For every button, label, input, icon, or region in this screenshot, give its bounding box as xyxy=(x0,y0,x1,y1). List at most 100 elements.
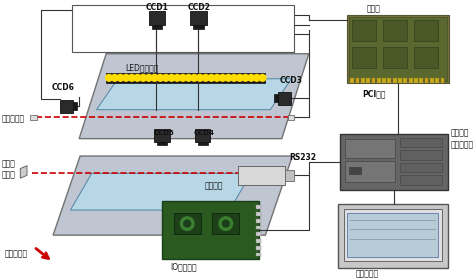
Circle shape xyxy=(111,74,118,81)
Bar xyxy=(414,78,418,83)
Bar xyxy=(350,78,354,83)
Circle shape xyxy=(123,74,129,81)
Text: PCI总线: PCI总线 xyxy=(362,89,385,98)
Bar xyxy=(152,25,162,29)
Circle shape xyxy=(208,74,215,81)
Circle shape xyxy=(128,74,135,81)
Bar xyxy=(414,20,438,41)
Bar xyxy=(356,78,359,83)
Bar xyxy=(382,78,386,83)
Circle shape xyxy=(180,74,186,81)
Circle shape xyxy=(163,74,169,81)
Circle shape xyxy=(231,74,237,81)
Bar xyxy=(195,129,210,142)
Bar xyxy=(366,78,370,83)
Circle shape xyxy=(259,74,266,81)
Bar xyxy=(256,232,261,236)
Bar xyxy=(256,239,261,243)
Bar xyxy=(256,246,261,250)
Text: 采集卡: 采集卡 xyxy=(367,4,381,13)
Bar xyxy=(352,20,376,41)
Bar xyxy=(414,47,438,68)
Bar xyxy=(409,78,412,83)
Bar xyxy=(173,213,201,234)
Bar xyxy=(73,6,294,52)
Bar xyxy=(274,94,278,102)
Bar xyxy=(73,102,77,110)
Circle shape xyxy=(191,74,198,81)
Text: RS232: RS232 xyxy=(290,153,317,162)
Text: CCD4: CCD4 xyxy=(194,130,215,136)
Bar xyxy=(400,138,442,147)
Bar xyxy=(377,78,381,83)
Bar xyxy=(435,78,439,83)
Bar xyxy=(387,78,392,83)
Text: 光纤传感器: 光纤传感器 xyxy=(2,114,25,123)
Circle shape xyxy=(185,74,192,81)
Bar xyxy=(425,78,428,83)
Circle shape xyxy=(106,74,112,81)
Text: 触摸液晶屏: 触摸液晶屏 xyxy=(355,270,378,279)
Bar xyxy=(278,92,292,105)
Text: 高速工业
控制计算机: 高速工业 控制计算机 xyxy=(451,129,474,149)
Bar xyxy=(345,161,395,182)
Bar xyxy=(190,11,207,25)
Polygon shape xyxy=(79,54,309,139)
Bar xyxy=(349,167,361,174)
Circle shape xyxy=(254,74,260,81)
Text: 反射式
光电板: 反射式 光电板 xyxy=(2,159,16,179)
Bar xyxy=(398,78,402,83)
Text: CCD5: CCD5 xyxy=(154,130,174,136)
Bar xyxy=(400,175,442,185)
Circle shape xyxy=(242,74,249,81)
Bar xyxy=(285,169,294,181)
Bar xyxy=(193,25,204,29)
Bar xyxy=(349,17,447,81)
Bar xyxy=(440,78,445,83)
Circle shape xyxy=(197,74,203,81)
Bar xyxy=(106,73,265,83)
Bar xyxy=(162,201,259,259)
Circle shape xyxy=(168,74,175,81)
Bar xyxy=(212,213,239,234)
Circle shape xyxy=(174,74,181,81)
Bar xyxy=(340,134,448,190)
Bar xyxy=(383,47,407,68)
Bar xyxy=(238,166,285,185)
Circle shape xyxy=(140,74,146,81)
Bar xyxy=(288,115,294,120)
Bar xyxy=(400,150,442,160)
Bar xyxy=(256,219,261,223)
Bar xyxy=(383,20,407,41)
Bar xyxy=(256,205,261,209)
Bar xyxy=(345,139,395,158)
Bar xyxy=(361,78,365,83)
Bar xyxy=(256,212,261,216)
Circle shape xyxy=(181,217,194,230)
Circle shape xyxy=(117,74,124,81)
Text: LED照明装置: LED照明装置 xyxy=(126,63,159,72)
Circle shape xyxy=(134,74,141,81)
Text: CCD3: CCD3 xyxy=(280,76,303,85)
Bar xyxy=(372,78,375,83)
Bar xyxy=(256,253,261,256)
Bar xyxy=(393,78,397,83)
Bar xyxy=(155,129,170,142)
Bar xyxy=(347,213,438,257)
Circle shape xyxy=(214,74,220,81)
Polygon shape xyxy=(97,79,292,110)
Bar xyxy=(430,78,434,83)
Bar xyxy=(352,47,376,68)
Text: 剪除装置: 剪除装置 xyxy=(205,182,223,191)
Circle shape xyxy=(219,217,233,230)
Bar xyxy=(419,78,423,83)
Text: 烟条输送带: 烟条输送带 xyxy=(5,249,28,258)
Circle shape xyxy=(184,220,191,227)
Bar xyxy=(60,100,73,113)
Text: CCD6: CCD6 xyxy=(52,83,75,92)
Bar xyxy=(347,15,449,83)
Text: CCD1: CCD1 xyxy=(146,3,169,12)
Circle shape xyxy=(222,220,229,227)
Text: CCD2: CCD2 xyxy=(187,3,210,12)
Bar xyxy=(30,115,36,120)
